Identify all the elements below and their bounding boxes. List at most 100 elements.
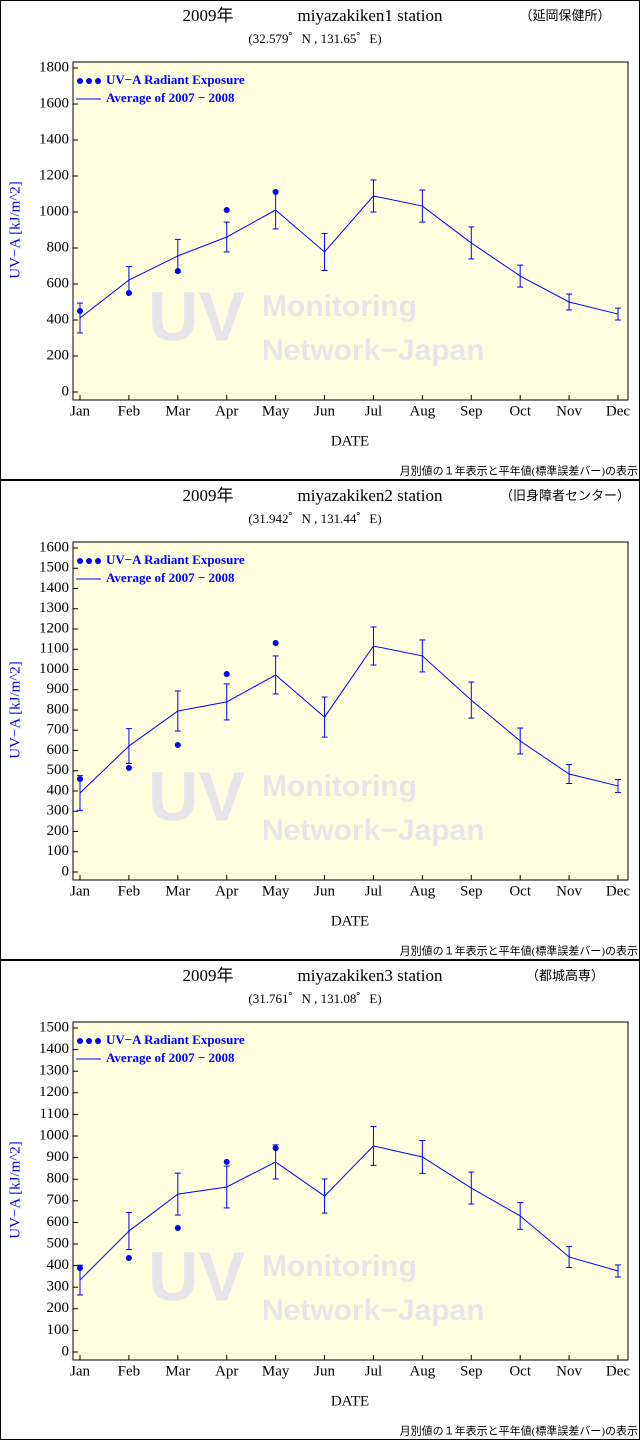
y-tick-label: 1000 [39,203,69,219]
legend-marker [86,1038,92,1044]
x-tick-label: May [262,883,290,899]
x-tick-label: Aug [409,1363,435,1379]
y-axis-label: UV−A [kJ/m^2] [7,1141,23,1239]
x-tick-label: Oct [509,403,531,419]
plot-area [72,61,629,401]
watermark: Monitoring [262,1250,417,1283]
x-tick-label: Jan [70,403,90,419]
x-tick-label: Oct [509,883,531,899]
scatter-point [125,1255,132,1262]
y-tick-label: 1000 [39,661,69,677]
y-tick-label: 300 [47,1279,70,1295]
y-tick-label: 900 [47,1149,70,1165]
x-axis-label: DATE [331,433,369,449]
legend-marker [95,78,101,84]
y-tick-label: 400 [47,1257,70,1273]
x-tick-label: Mar [165,403,190,419]
x-tick-label: Dec [606,1363,630,1379]
x-tick-label: Jun [314,883,335,899]
subtitle: (31.761゜N , 131.08゜E) [248,991,381,1006]
y-tick-label: 900 [47,681,70,697]
average-line [79,645,619,794]
average-line [79,195,619,319]
y-tick-label: 1400 [39,131,69,147]
chart-panel: UV Monitoring Network−Japan 2009年 miyazakike… [0,0,640,480]
subtitle: (32.579゜N , 131.65゜E) [248,31,381,46]
scatter-point [125,764,132,771]
y-tick-label: 1200 [39,1084,69,1100]
watermark: Network−Japan [262,814,485,847]
y-axis-label: UV−A [kJ/m^2] [7,661,23,759]
y-tick-label: 1200 [39,620,69,636]
station-name: miyazakiken1 station [298,6,443,25]
y-tick-label: 1100 [40,641,69,657]
legend-marker [77,1038,83,1044]
footer-note: 月別値の１年表示と平年値(標準誤差バー)の表示 [400,464,638,478]
subtitle: (31.942゜N , 131.44゜E) [248,511,381,526]
x-tick-label: Jun [314,1363,335,1379]
x-tick-label: May [262,1363,290,1379]
x-tick-label: Jan [70,1363,90,1379]
legend-label: Average of 2007 − 2008 [106,90,235,105]
x-tick-label: Aug [409,403,435,419]
y-tick-label: 0 [62,863,70,879]
x-tick-label: Sep [460,1363,483,1379]
y-tick-label: 300 [47,803,70,819]
x-tick-label: Jul [365,883,383,899]
x-tick-label: Jun [314,403,335,419]
x-tick-label: Mar [165,1363,190,1379]
y-tick-label: 1400 [39,1041,69,1057]
y-tick-label: 1800 [39,59,69,75]
x-tick-label: Apr [215,883,238,899]
y-tick-label: 200 [47,1300,70,1316]
y-tick-label: 400 [47,782,70,798]
x-tick-label: Feb [118,883,141,899]
station-note: （延岡保健所） [519,8,610,23]
watermark: Monitoring [262,290,417,323]
legend-label: UV−A Radiant Exposure [106,72,245,87]
legend-marker [77,78,83,84]
x-tick-label: Sep [460,883,483,899]
y-tick-label: 400 [47,311,70,327]
x-tick-label: Feb [118,403,141,419]
y-tick-label: 200 [47,823,70,839]
y-tick-label: 100 [47,1322,70,1338]
x-tick-label: Nov [556,883,582,899]
station-note: （都城高専） [526,968,604,983]
legend-label: Average of 2007 − 2008 [106,570,235,585]
x-axis-label: DATE [331,913,369,929]
chart-panel: UV Monitoring Network−Japan 2009年 miyazakike… [0,480,640,960]
x-tick-label: Apr [215,1363,238,1379]
station-name: miyazakiken3 station [298,966,443,985]
chart-title: 2009年 [183,966,234,985]
y-tick-label: 1400 [39,580,69,596]
x-tick-label: Apr [215,403,238,419]
x-tick-label: Dec [606,403,630,419]
y-tick-label: 100 [47,843,70,859]
y-tick-label: 200 [47,347,70,363]
watermark: Monitoring [262,770,417,803]
watermark: UV [148,277,246,355]
x-tick-label: Nov [556,403,582,419]
y-tick-label: 700 [47,722,70,738]
scatter-point [272,639,279,646]
y-tick-label: 1500 [39,560,69,576]
y-tick-label: 1300 [39,600,69,616]
legend-marker [77,558,83,564]
y-tick-label: 800 [47,701,70,717]
x-tick-label: Nov [556,1363,582,1379]
x-tick-label: Jul [365,1363,383,1379]
scatter-point [223,1158,230,1165]
scatter-point [223,207,230,214]
footer-note: 月別値の１年表示と平年値(標準誤差バー)の表示 [400,1424,638,1438]
y-tick-label: 1100 [40,1106,69,1122]
x-tick-label: Sep [460,403,483,419]
watermark: UV [148,1237,246,1315]
y-tick-label: 600 [47,1214,70,1230]
scatter-point [174,1225,181,1232]
scatter-point [223,670,230,677]
y-tick-label: 0 [62,383,70,399]
y-tick-label: 1200 [39,167,69,183]
y-tick-label: 600 [47,275,70,291]
